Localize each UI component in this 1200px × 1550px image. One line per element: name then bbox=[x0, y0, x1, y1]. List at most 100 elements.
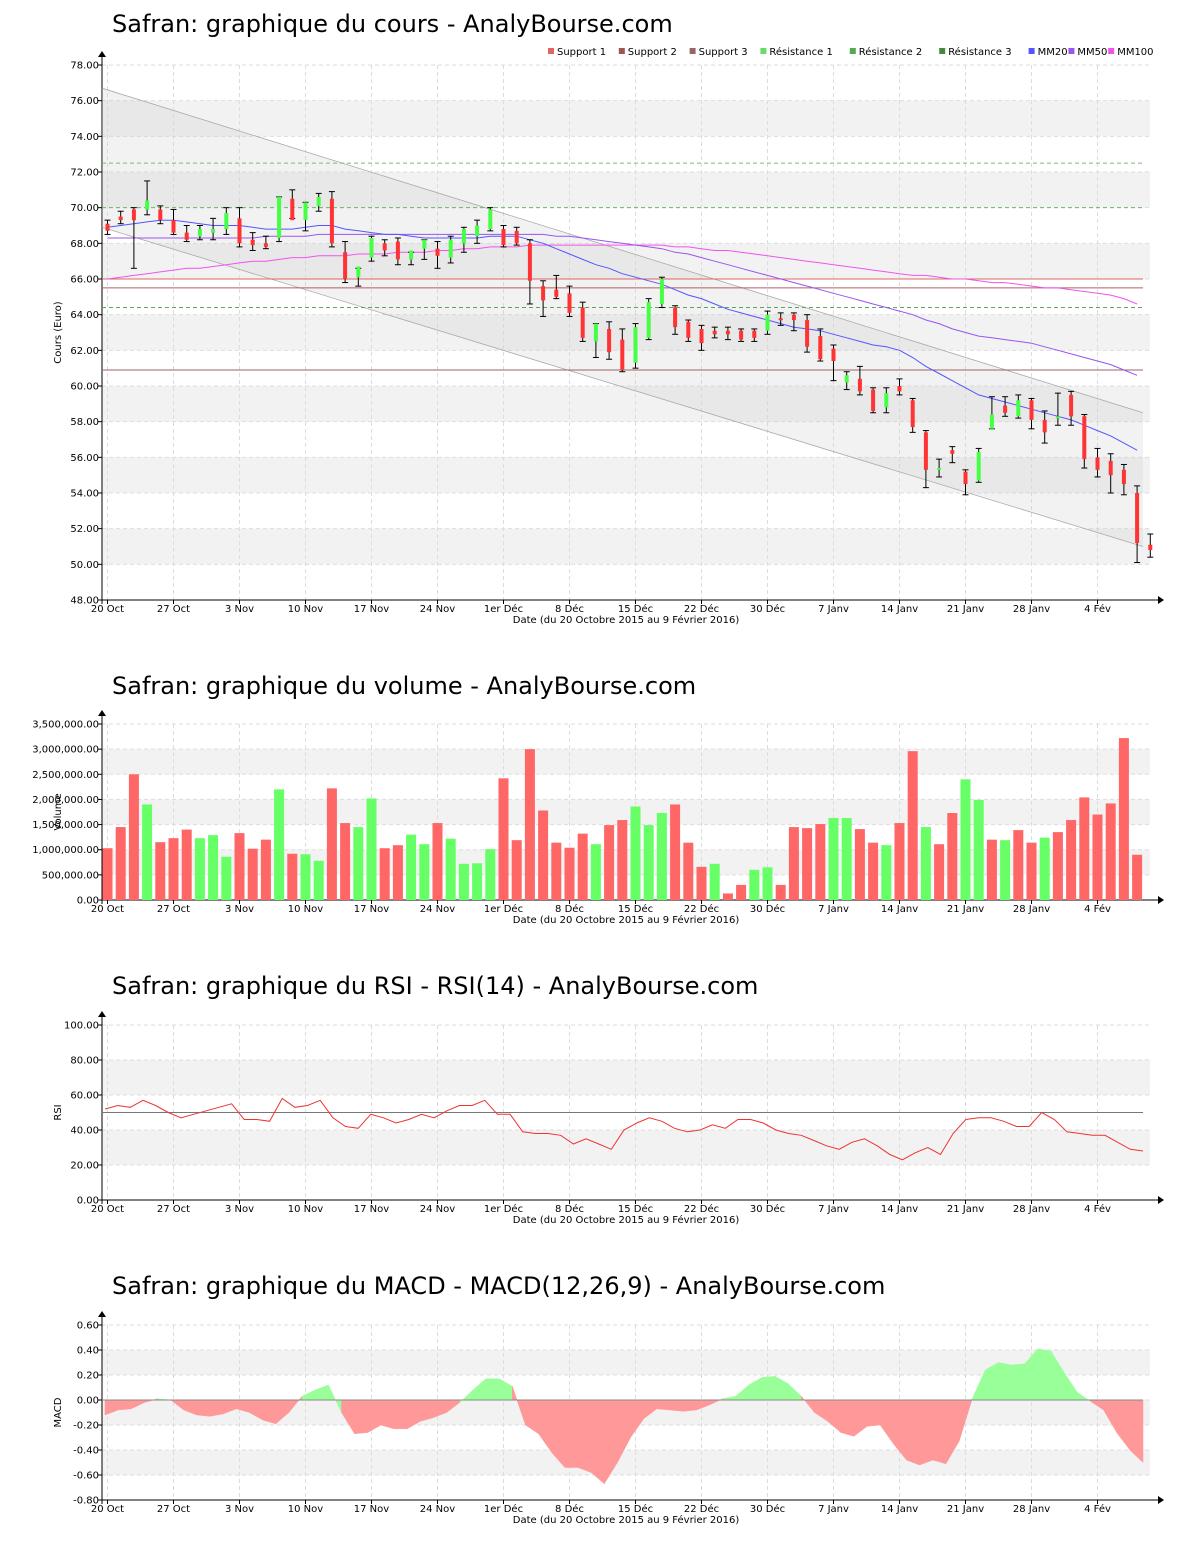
candle-down bbox=[237, 218, 242, 244]
volume-bar bbox=[1079, 797, 1090, 900]
legend-label: MM20 bbox=[1038, 47, 1068, 58]
volume-ylabel: Volume bbox=[53, 793, 64, 830]
rsi-xtick-label: 1er Déc bbox=[484, 1203, 523, 1215]
macd-area-positive bbox=[774, 1375, 789, 1401]
volume-bar bbox=[617, 820, 628, 900]
volume-xlabel: Date (du 20 Octobre 2015 au 9 Février 20… bbox=[513, 914, 740, 926]
volume-bar bbox=[247, 848, 258, 900]
price-chart-title: Safran: graphique du cours - AnalyBourse… bbox=[112, 10, 673, 38]
candle-down bbox=[963, 471, 968, 485]
price-xtick-label: 7 Janv bbox=[818, 604, 849, 615]
rsi-ytick-label: 0.00 bbox=[77, 1196, 99, 1207]
volume-bar bbox=[590, 844, 601, 900]
macd-area-negative bbox=[853, 1399, 868, 1437]
volume-bar bbox=[1132, 854, 1143, 900]
candle-down bbox=[831, 348, 836, 362]
macd-area-negative bbox=[380, 1399, 395, 1430]
candle-down bbox=[620, 339, 625, 370]
macd-area-positive bbox=[498, 1378, 513, 1401]
volume-bar bbox=[881, 845, 892, 900]
rsi-xtick-label: 30 Déc bbox=[750, 1203, 785, 1215]
candle-up bbox=[646, 302, 651, 338]
volume-ytick-label: 3,500,000.00 bbox=[32, 720, 99, 731]
volume-bar bbox=[181, 829, 192, 900]
candle-up bbox=[197, 229, 202, 237]
candle-down bbox=[1121, 469, 1126, 485]
price-ytick-label: 54.00 bbox=[70, 489, 99, 500]
candle-down bbox=[923, 432, 928, 470]
volume-bar bbox=[524, 749, 535, 900]
macd-band bbox=[102, 1350, 1150, 1375]
candle-down bbox=[857, 378, 862, 392]
candle-up bbox=[989, 414, 994, 429]
candle-down bbox=[1108, 460, 1113, 476]
macd-area-positive bbox=[314, 1384, 329, 1401]
candle-down bbox=[1135, 493, 1140, 543]
volume-chart-title: Safran: graphique du volume - AnalyBours… bbox=[112, 672, 697, 700]
volume-xtick-label: 4 Fév bbox=[1084, 903, 1111, 915]
candle-down bbox=[263, 243, 268, 247]
candle-down bbox=[580, 307, 585, 338]
macd-y-arrow bbox=[98, 1311, 106, 1317]
candle-up bbox=[937, 468, 942, 471]
legend-label: Support 2 bbox=[628, 47, 677, 58]
macd-area-negative bbox=[196, 1399, 211, 1417]
price-band bbox=[102, 172, 1150, 208]
rsi-xlabel: Date (du 20 Octobre 2015 au 9 Février 20… bbox=[513, 1214, 740, 1226]
candle-up bbox=[422, 239, 427, 249]
candle-down bbox=[910, 400, 915, 428]
macd-area-negative bbox=[656, 1399, 671, 1411]
macd-area-negative bbox=[866, 1399, 881, 1427]
legend-label: MM100 bbox=[1117, 47, 1153, 58]
rsi-xtick-label: 15 Déc bbox=[618, 1203, 653, 1215]
volume-bar bbox=[168, 838, 179, 900]
price-xtick-label: 1er Déc bbox=[484, 603, 523, 615]
volume-xtick-label: 27 Oct bbox=[157, 904, 190, 915]
price-ytick-label: 58.00 bbox=[70, 417, 99, 428]
volume-xtick-label: 24 Nov bbox=[420, 904, 456, 915]
candle-down bbox=[1148, 544, 1153, 551]
candle-down bbox=[725, 330, 730, 335]
macd-area-positive bbox=[722, 1395, 736, 1401]
macd-xtick-label: 30 Déc bbox=[750, 1503, 785, 1515]
macd-area-negative bbox=[367, 1399, 382, 1433]
rsi-band bbox=[102, 1060, 1150, 1095]
rsi-xtick-label: 10 Nov bbox=[288, 1204, 324, 1215]
rsi-ytick-label: 100.00 bbox=[64, 1021, 99, 1032]
macd-xtick-label: 27 Oct bbox=[157, 1504, 190, 1515]
volume-bar bbox=[986, 839, 997, 900]
price-ytick-label: 48.00 bbox=[70, 596, 99, 607]
price-xtick-label: 10 Nov bbox=[288, 604, 324, 615]
volume-bar bbox=[920, 827, 931, 900]
volume-xtick-label: 1er Déc bbox=[484, 903, 523, 915]
candle-up bbox=[1016, 400, 1021, 417]
candle-down bbox=[329, 198, 334, 244]
volume-bar bbox=[326, 788, 337, 900]
volume-bar bbox=[868, 842, 879, 900]
price-band bbox=[102, 243, 1150, 279]
price-xtick-label: 17 Nov bbox=[354, 604, 390, 615]
rsi-chart-title: Safran: graphique du RSI - RSI(14) - Ana… bbox=[112, 972, 759, 1000]
volume-bar bbox=[1039, 837, 1050, 900]
volume-bar bbox=[155, 842, 166, 900]
volume-bar bbox=[1066, 820, 1077, 900]
volume-bar bbox=[274, 789, 285, 900]
legend-swatch bbox=[849, 48, 856, 54]
candle-down bbox=[1082, 416, 1087, 460]
price-xtick-label: 24 Nov bbox=[420, 604, 456, 615]
candle-down bbox=[739, 330, 744, 340]
candle-down bbox=[607, 328, 612, 353]
candle-up bbox=[593, 323, 598, 342]
candle-down bbox=[686, 321, 691, 338]
candle-up bbox=[765, 314, 770, 331]
legend-label: Résistance 3 bbox=[948, 46, 1011, 58]
candle-up bbox=[884, 393, 889, 408]
volume-bar bbox=[142, 804, 153, 900]
rsi-xtick-label: 8 Déc bbox=[555, 1203, 584, 1215]
volume-bar bbox=[643, 825, 654, 900]
macd-band bbox=[102, 1450, 1150, 1475]
macd-xtick-label: 14 Janv bbox=[881, 1504, 918, 1515]
volume-bar bbox=[128, 774, 139, 900]
macd-area-positive bbox=[1011, 1363, 1025, 1401]
macd-area-negative bbox=[827, 1399, 842, 1434]
